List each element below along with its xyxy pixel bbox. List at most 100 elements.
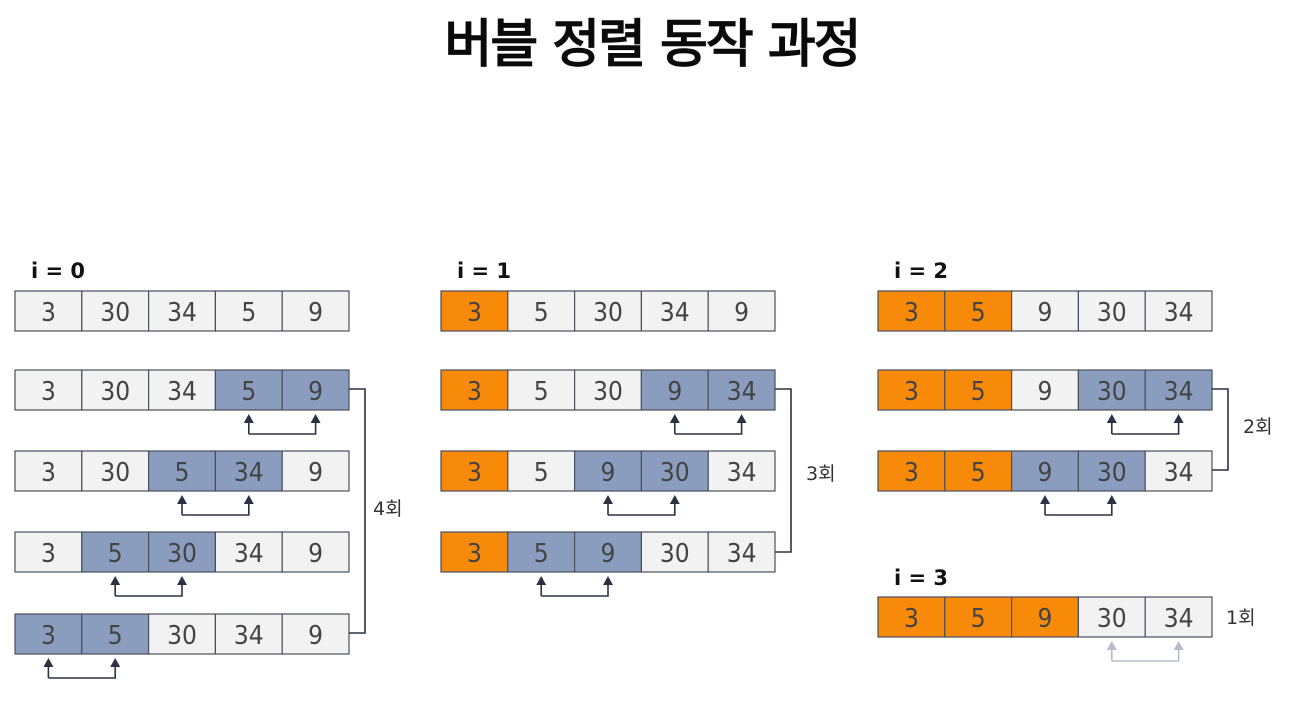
cell-value: 9 (308, 458, 323, 488)
array-cell (14, 369, 83, 411)
array-cell (944, 290, 1013, 332)
array-cell (14, 450, 83, 492)
array-cell (573, 531, 642, 573)
swap-arrowhead (1173, 641, 1184, 650)
cell-value: 34 (1164, 377, 1194, 407)
cell-value: 3 (467, 458, 482, 488)
cell-value: 30 (593, 298, 623, 328)
cell-value: 9 (308, 539, 323, 569)
swap-arrowhead (1106, 495, 1117, 504)
array-cell (877, 596, 946, 638)
cell-value: 3 (41, 298, 56, 328)
comparison-count-label: 4회 (373, 498, 403, 520)
array-cell (214, 450, 283, 492)
cell-value: 3 (904, 298, 919, 328)
cell-value: 30 (100, 298, 130, 328)
cell-value: 34 (727, 377, 757, 407)
array-cell (440, 369, 509, 411)
swap-arrowhead (736, 414, 747, 423)
array-cell (640, 290, 709, 332)
cell-value: 30 (1097, 458, 1127, 488)
swap-connector (1111, 647, 1180, 662)
comparison-count-label: 1회 (1226, 607, 1256, 629)
cell-value: 5 (971, 604, 986, 634)
array-cell (214, 613, 283, 655)
cell-value: 30 (100, 458, 130, 488)
cell-value: 34 (234, 621, 264, 651)
array-cell (1144, 450, 1213, 492)
comparison-count-label: 2회 (1243, 416, 1273, 438)
swap-arrowhead (603, 495, 613, 504)
cell-value: 9 (308, 298, 323, 328)
cell-value: 3 (904, 604, 919, 634)
swap-connector (1111, 420, 1180, 435)
array-cell (440, 290, 509, 332)
cell-value: 3 (904, 377, 919, 407)
array-cell (573, 369, 642, 411)
cell-value: 3 (41, 377, 56, 407)
array-cell (1010, 369, 1079, 411)
cell-value: 30 (100, 377, 130, 407)
swap-connector (181, 501, 250, 516)
array-cell (877, 290, 946, 332)
cell-value: 5 (241, 298, 256, 328)
pass-bracket (1212, 388, 1229, 471)
cell-value: 5 (175, 458, 190, 488)
cell-value: 30 (660, 539, 690, 569)
cell-value: 34 (727, 539, 757, 569)
cell-value: 30 (1097, 298, 1127, 328)
comparison-count-label: 3회 (806, 463, 836, 485)
array-cell (1010, 596, 1079, 638)
cell-value: 3 (41, 539, 56, 569)
cell-value: 30 (1097, 377, 1127, 407)
array-cell (440, 531, 509, 573)
pass-label: i = 2 (894, 259, 948, 283)
array-cell (1144, 290, 1213, 332)
cell-value: 34 (660, 298, 690, 328)
cell-value: 5 (534, 377, 549, 407)
array-cell (148, 613, 217, 655)
array-cell (281, 613, 350, 655)
cell-value: 9 (601, 539, 616, 569)
cell-value: 9 (308, 377, 323, 407)
array-cell (14, 531, 83, 573)
cell-value: 9 (1038, 604, 1053, 634)
pass-label: i = 0 (31, 259, 85, 283)
swap-arrowhead (669, 495, 680, 504)
array-cell (148, 531, 217, 573)
swap-arrowhead (177, 495, 187, 504)
array-cell (148, 369, 217, 411)
array-cell (877, 450, 946, 492)
pass-bracket (349, 388, 366, 634)
cell-value: 3 (467, 298, 482, 328)
cell-value: 30 (593, 377, 623, 407)
cell-value: 34 (1164, 298, 1194, 328)
cell-value: 9 (667, 377, 682, 407)
array-cell (1077, 369, 1146, 411)
cell-value: 3 (41, 458, 56, 488)
array-cell (1077, 596, 1146, 638)
cell-value: 5 (241, 377, 256, 407)
swap-connector (47, 664, 116, 679)
cell-value: 3 (904, 458, 919, 488)
cell-value: 9 (601, 458, 616, 488)
swap-arrowhead (1106, 641, 1117, 650)
cell-value: 5 (108, 539, 123, 569)
array-cell (1010, 450, 1079, 492)
array-cell (81, 531, 150, 573)
swap-arrowhead (669, 414, 680, 423)
array-cell (214, 369, 283, 411)
array-cell (1144, 596, 1213, 638)
array-cell (640, 531, 709, 573)
array-cell (707, 450, 776, 492)
swap-connector (540, 582, 609, 597)
array-cell (877, 369, 946, 411)
cell-value: 5 (534, 458, 549, 488)
array-cell (281, 531, 350, 573)
swap-arrowhead (43, 658, 54, 667)
cell-value: 9 (1038, 458, 1053, 488)
cell-value: 3 (467, 539, 482, 569)
array-cell (944, 450, 1013, 492)
swap-arrowhead (310, 414, 321, 423)
